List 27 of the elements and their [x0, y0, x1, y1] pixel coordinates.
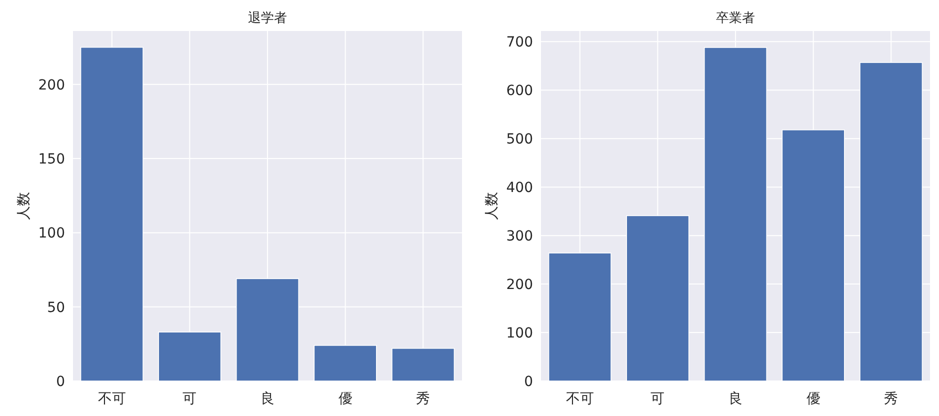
x-tick-label: 良 — [728, 391, 742, 407]
x-tick-label: 優 — [338, 391, 352, 407]
y-axis-title: 人数 — [16, 192, 32, 220]
y-tick-label: 500 — [506, 132, 533, 148]
x-tick-label: 可 — [650, 391, 665, 407]
x-tick-label: 秀 — [884, 391, 898, 407]
x-tick-label: 優 — [806, 391, 820, 407]
y-tick-label: 400 — [506, 180, 533, 196]
x-tick-label: 秀 — [416, 391, 430, 407]
chart-title: 卒業者 — [716, 11, 755, 26]
y-tick-label: 200 — [38, 77, 65, 94]
y-tick-label: 50 — [47, 300, 65, 316]
y-tick-label: 150 — [38, 152, 65, 168]
y-tick-label: 200 — [506, 277, 533, 294]
y-tick-label: 700 — [506, 34, 533, 51]
y-tick-label: 100 — [38, 226, 65, 242]
y-tick-label: 0 — [524, 374, 533, 390]
y-tick-label: 0 — [56, 374, 65, 390]
y-axis-title: 人数 — [484, 192, 500, 220]
chart-title: 退学者 — [248, 11, 287, 26]
x-tick-label: 良 — [260, 391, 274, 407]
x-tick-label: 可 — [182, 391, 197, 407]
x-tick-label: 不可 — [98, 391, 126, 407]
x-tick-label: 不可 — [566, 391, 594, 407]
y-tick-label: 300 — [506, 228, 533, 245]
y-tick-label: 600 — [506, 83, 533, 100]
y-tick-label: 100 — [506, 326, 533, 342]
